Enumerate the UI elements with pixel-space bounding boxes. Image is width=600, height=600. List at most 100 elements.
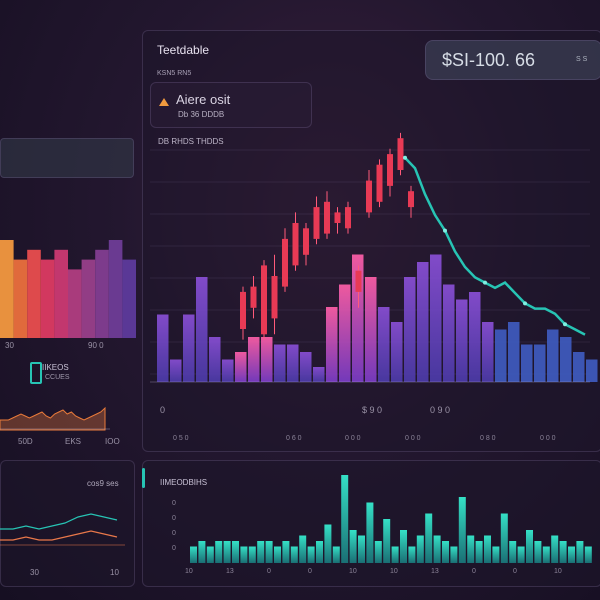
volume-bar — [287, 344, 299, 382]
tick-label: 0 8 0 — [480, 435, 496, 442]
bottom-x-label: 10 — [554, 568, 562, 575]
volume-bar — [183, 314, 195, 382]
gradient-bar — [27, 249, 41, 338]
candle-body — [387, 154, 393, 186]
app-subtitle: KSN5 RN5 — [157, 70, 192, 77]
teal-bar — [576, 541, 584, 563]
teal-bar — [551, 535, 559, 563]
teal-bar — [257, 541, 265, 563]
volume-bar — [456, 299, 468, 382]
candle-body — [397, 138, 404, 170]
candle-body — [376, 164, 383, 202]
volume-bar — [235, 352, 247, 382]
teal-bar — [332, 546, 340, 563]
volume-bar — [222, 359, 234, 382]
bottom-left-panel — [0, 460, 135, 587]
volume-bar — [339, 284, 351, 382]
volume-bar — [326, 307, 338, 382]
bottom-x-axis: 10 13 0 0 10 10 13 0 0 10 — [185, 568, 595, 580]
candle-body — [240, 291, 246, 329]
teal-bar — [265, 541, 273, 563]
volume-bar — [313, 367, 325, 382]
main-chart-bottom-left: 0 — [160, 405, 166, 415]
volume-bar — [482, 322, 494, 382]
teal-bar — [400, 530, 407, 563]
alert-card[interactable] — [150, 82, 312, 128]
bottom-panel-accent — [142, 468, 145, 488]
tick-label: 0 6 0 — [286, 435, 302, 442]
main-chart-bottom-right: 0 9 0 — [430, 405, 451, 415]
bottom-x-label: 13 — [431, 568, 439, 575]
bottom-y-label: 0 — [172, 545, 176, 552]
volume-bar — [495, 329, 507, 382]
bottom-y-label: 0 — [172, 500, 176, 507]
bottom-left-line-chart — [0, 513, 125, 546]
candle-body — [261, 265, 267, 335]
tick-label: 0 0 0 — [405, 435, 421, 442]
teal-bar — [492, 546, 500, 563]
teal-bar — [542, 546, 550, 563]
gradient-bar — [40, 259, 55, 338]
teal-bar — [223, 541, 231, 563]
left-gradient-label-right: 90 0 — [88, 341, 104, 350]
alert-subtitle: Db 36 DDDB — [178, 110, 225, 119]
candle-body — [334, 212, 341, 223]
price-suffix: S S — [576, 56, 588, 63]
volume-bar — [248, 337, 260, 382]
volume-bar — [534, 344, 546, 382]
left-gradient-chart — [0, 240, 136, 338]
mini-label: EKS — [65, 437, 82, 446]
price-card[interactable] — [425, 40, 600, 80]
candle-body — [250, 286, 257, 308]
bottom-teal-bar-chart — [190, 475, 592, 563]
volume-bar — [547, 329, 559, 382]
teal-bar — [509, 541, 517, 563]
bottom-left-x-label: 30 — [30, 568, 39, 577]
teal-bar — [198, 541, 206, 563]
trend-point — [443, 228, 447, 233]
trend-line — [404, 156, 586, 336]
teal-bar — [240, 546, 248, 563]
volume-bar — [443, 284, 455, 382]
tick-label: 0 0 0 — [345, 435, 361, 442]
volume-bar — [365, 277, 377, 382]
teal-bar — [316, 541, 323, 563]
widget-title: IIKEOS — [42, 363, 69, 372]
teal-bar — [358, 535, 365, 563]
volume-bar — [196, 277, 208, 382]
teal-bar — [442, 541, 449, 563]
volume-bar — [430, 254, 442, 382]
volume-bar — [170, 359, 182, 382]
teal-bar — [568, 546, 575, 563]
volume-bar — [586, 359, 598, 382]
app-title: Teetdable — [157, 43, 210, 57]
main-chart-header: DB RHDS THDDS — [158, 137, 224, 146]
bottom-x-label: 10 — [390, 568, 398, 575]
teal-bar — [559, 541, 567, 563]
volume-bar — [417, 262, 429, 382]
gradient-bar — [95, 249, 109, 338]
bottom-panel-title: IIMEODBIHS — [160, 478, 208, 487]
teal-bar — [282, 541, 290, 563]
teal-bar — [383, 519, 391, 563]
bottom-x-label: 10 — [349, 568, 357, 575]
teal-bar — [366, 502, 374, 563]
trend-point — [523, 301, 527, 306]
teal-bar — [324, 524, 332, 563]
gradient-bar — [54, 249, 68, 338]
volume-bar — [404, 277, 416, 382]
trend-point — [403, 155, 407, 160]
gradient-bar — [13, 259, 28, 338]
tick-label: 0 5 0 — [173, 435, 189, 442]
teal-bar — [408, 546, 416, 563]
candle-body — [355, 270, 362, 292]
alert-title: Aiere osit — [176, 92, 231, 107]
teal-bar — [248, 546, 256, 563]
tick-label: 0 0 0 — [540, 435, 556, 442]
teal-bar — [500, 513, 508, 563]
teal-bar — [484, 535, 491, 563]
left-top-field[interactable] — [0, 138, 134, 178]
left-series-line — [0, 530, 118, 541]
price-value: $SI-100. 66 — [442, 50, 536, 70]
mini-label: 50D — [18, 437, 33, 446]
